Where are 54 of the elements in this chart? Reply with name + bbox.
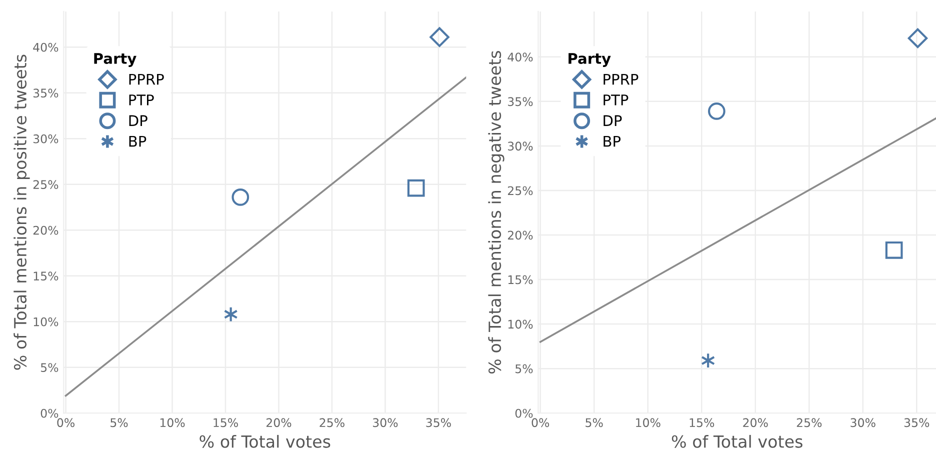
y-tick-label: 20% xyxy=(33,226,58,235)
x-tick-label: 10% xyxy=(636,418,660,428)
legend-label: PPRP xyxy=(129,74,164,85)
x-tick-label: 35% xyxy=(426,418,451,428)
x-tick-label: 0% xyxy=(57,418,74,428)
point xyxy=(407,179,425,197)
legend-label: PTP xyxy=(604,94,628,106)
y-tick-label: 20% xyxy=(508,230,533,240)
legend-label: DP xyxy=(129,115,148,126)
y-tick-label: 35% xyxy=(33,88,58,98)
y-tick-label: 5% xyxy=(516,364,533,374)
y-tick-label: 0% xyxy=(515,408,533,418)
x-tick-label: 20% xyxy=(743,418,768,428)
x-tick-label: 20% xyxy=(266,418,292,428)
y-tick-label: 30% xyxy=(508,142,533,151)
y-tick-label: 0% xyxy=(40,408,58,418)
x-tick-label: 25% xyxy=(320,418,344,428)
y-tick-label: 15% xyxy=(34,272,58,281)
x-tick-label: 15% xyxy=(690,418,714,428)
legend-label: BP xyxy=(129,136,146,147)
x-tick-label: 25% xyxy=(796,418,822,428)
y-tick-label: 30% xyxy=(33,134,58,144)
x-tick-label: 30% xyxy=(372,418,398,428)
y-tick-label: 15% xyxy=(508,275,533,284)
x-tick-label: 10% xyxy=(160,418,185,428)
y-tick-label: 40% xyxy=(33,42,58,52)
x-tick-label: 35% xyxy=(904,418,930,428)
x-tick-label: 0% xyxy=(532,418,550,428)
point xyxy=(708,102,726,120)
x-tick-label: 30% xyxy=(850,418,876,428)
y-axis-title: % of Total mentions in negative tweets xyxy=(488,50,504,374)
y-tick-label: 10% xyxy=(34,317,58,326)
x-tick-label: 15% xyxy=(214,418,238,428)
point xyxy=(885,241,903,259)
x-tick-label: 5% xyxy=(110,418,128,428)
legend-label: DP xyxy=(604,115,622,126)
legend-label: BP xyxy=(604,136,621,147)
y-tick-label: 40% xyxy=(508,52,533,62)
legend-label: PTP xyxy=(129,94,154,106)
x-tick-label: 5% xyxy=(586,418,603,428)
x-axis-title: % of Total votes xyxy=(672,434,802,448)
legend-title: Party xyxy=(94,53,136,67)
legend-label: PPRP xyxy=(604,74,638,85)
legend-title: Party xyxy=(568,53,611,67)
y-tick-label: 25% xyxy=(508,186,533,196)
point xyxy=(908,28,928,48)
x-axis-title: % of Total votes xyxy=(200,434,330,448)
y-axis-title: % of Total mentions in positive tweets xyxy=(14,54,30,370)
y-tick-label: 10% xyxy=(508,320,533,329)
point xyxy=(430,27,450,47)
y-tick-label: 25% xyxy=(33,180,58,190)
y-tick-label: 5% xyxy=(40,363,58,372)
point xyxy=(232,188,250,206)
y-tick-label: 35% xyxy=(508,97,533,106)
